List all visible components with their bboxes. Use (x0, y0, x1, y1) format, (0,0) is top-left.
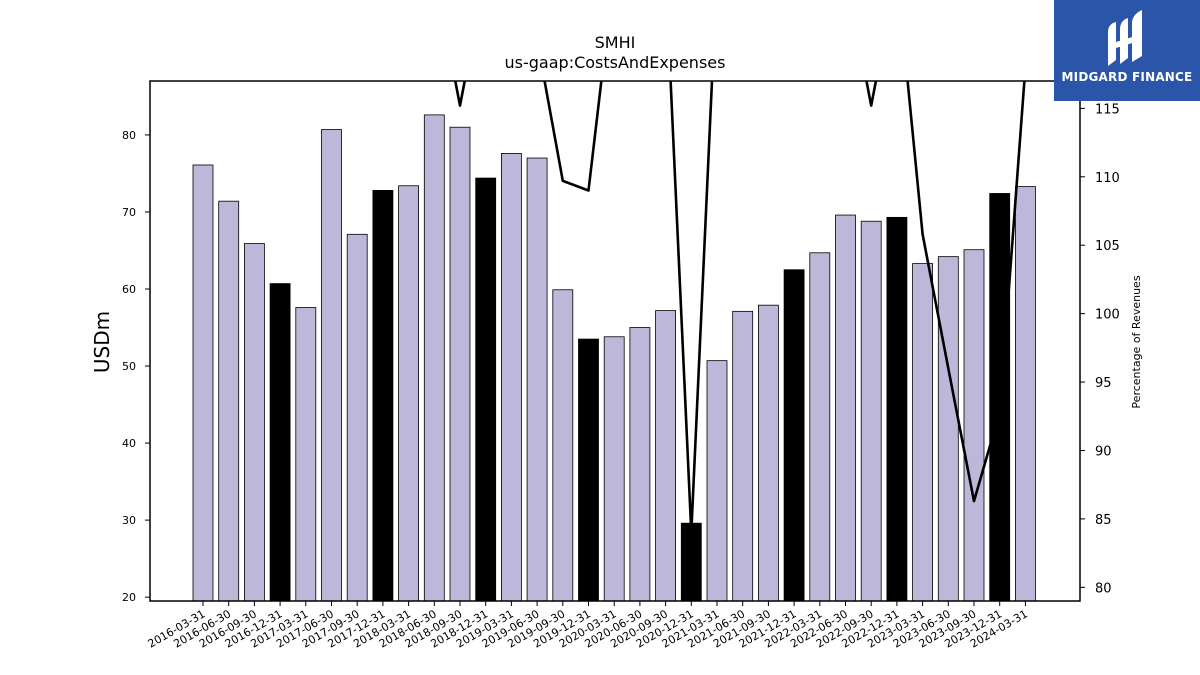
bar-2024-03-31 (1015, 186, 1036, 602)
line-group (453, 81, 1026, 534)
y2-axis-label: Percentage of Revenues (1130, 275, 1143, 408)
bar-2021-09-30 (758, 304, 779, 602)
bar-2017-09-30 (346, 233, 368, 602)
y-tick-label: 60 (122, 283, 136, 296)
y2-tick-label: 100 (1095, 308, 1120, 323)
y2-tick-label: 90 (1095, 444, 1112, 459)
y-tick-label: 30 (122, 514, 136, 527)
chart-title: SMHI (595, 33, 636, 52)
bar-2021-12-31 (783, 269, 805, 602)
bar-2021-06-30 (732, 310, 754, 602)
y2-axis: 80 85 90 95 100 105 110 115 (1080, 102, 1120, 596)
bar-2022-09-30 (860, 220, 882, 602)
bar-2019-06-30 (526, 157, 548, 602)
bar-2020-03-31 (603, 336, 625, 602)
bar-2017-06-30 (321, 129, 342, 602)
y2-tick-label: 95 (1095, 376, 1112, 391)
bar-2018-12-31 (475, 177, 497, 602)
bar-2020-09-30 (655, 310, 676, 602)
bar-2020-06-30 (629, 327, 651, 602)
y2-tick-label: 80 (1095, 581, 1112, 596)
y2-tick-label: 115 (1095, 102, 1120, 117)
y-axis: 20 30 40 50 60 70 80 (122, 129, 150, 604)
bar-2017-12-31 (372, 189, 394, 602)
y2-tick-label: 85 (1095, 513, 1112, 528)
bar-2018-03-31 (398, 185, 420, 602)
bar-2020-12-31 (680, 522, 702, 602)
x-axis: 2016-03-312016-06-302016-09-302016-12-31… (146, 601, 1030, 651)
plot-frame (149, 80, 1081, 602)
bar-2016-12-31 (269, 283, 291, 602)
bar-2018-09-30 (449, 126, 471, 602)
bar-2021-03-31 (706, 360, 728, 602)
y-tick-label: 50 (122, 360, 136, 373)
bar-2018-06-30 (423, 114, 445, 602)
bar-2016-03-31 (192, 164, 214, 602)
bars-group (192, 114, 1036, 602)
bar-2022-06-30 (835, 214, 856, 602)
bar-2019-09-30 (552, 289, 574, 602)
series-line (453, 81, 1026, 534)
y-tick-label: 70 (122, 206, 136, 219)
chart-subtitle: us-gaap:CostsAndExpenses (505, 53, 726, 72)
bar-2019-03-31 (500, 153, 522, 602)
y2-tick-label: 110 (1095, 171, 1120, 186)
bar-2023-09-30 (963, 249, 985, 602)
logo: MIDGARD FINANCE (1054, 0, 1200, 101)
y-tick-label: 80 (122, 129, 136, 142)
bar-2016-06-30 (218, 200, 240, 602)
logo-mark-icon (1108, 10, 1142, 66)
y-tick-label: 40 (122, 437, 136, 450)
y-tick-label: 20 (122, 591, 136, 604)
y2-tick-label: 105 (1095, 239, 1120, 254)
bar-2016-09-30 (243, 243, 265, 602)
bar-2023-03-31 (912, 263, 933, 602)
y-axis-label: USDm (90, 311, 114, 373)
bar-2022-12-31 (886, 216, 908, 602)
bar-2019-12-31 (578, 338, 599, 602)
bar-2017-03-31 (295, 307, 317, 602)
logo-text: MIDGARD FINANCE (1061, 70, 1193, 84)
bar-2023-06-30 (937, 256, 959, 602)
bar-2022-03-31 (809, 252, 831, 602)
